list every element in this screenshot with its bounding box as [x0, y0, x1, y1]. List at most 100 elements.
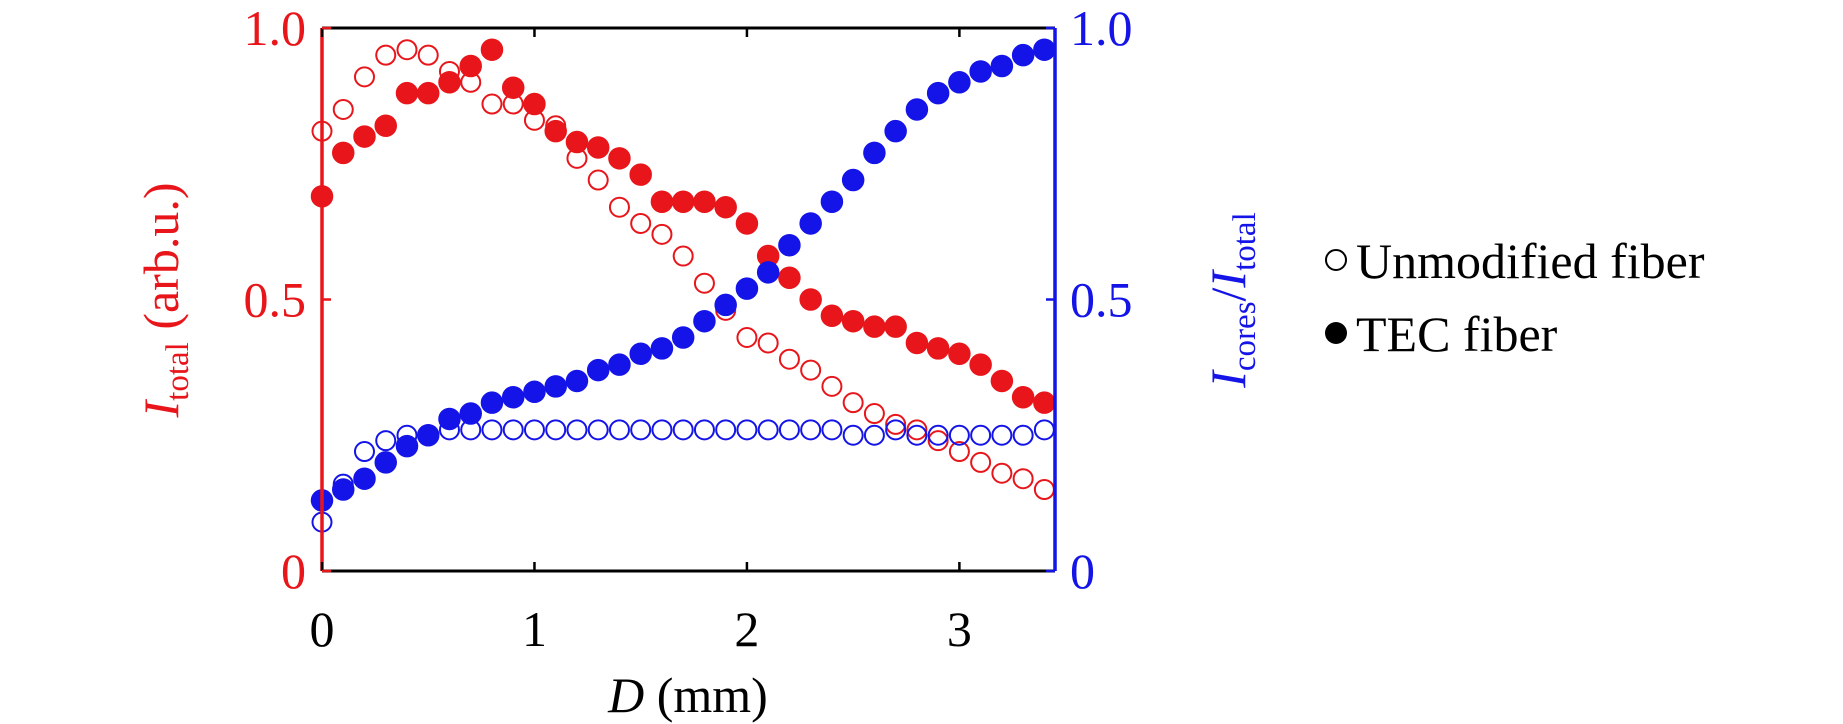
marker-left-filled-3: [374, 114, 397, 137]
marker-right-open-23: [800, 419, 822, 441]
marker-left-filled-30: [948, 342, 971, 366]
marker-right-filled-8: [480, 391, 504, 414]
marker-left-filled-24: [820, 304, 844, 328]
marker-right-filled-23: [799, 212, 822, 235]
x-tick-label-2: 2: [734, 601, 759, 657]
marker-right-open-27: [885, 419, 907, 441]
marker-right-open-18: [693, 419, 715, 441]
marker-right-open-21: [757, 419, 779, 441]
marker-left-open-30: [948, 441, 970, 463]
marker-right-open-29: [927, 424, 949, 446]
marker-left-filled-4: [395, 81, 419, 105]
marker-left-filled-18: [693, 190, 716, 214]
marker-right-filled-13: [586, 358, 610, 382]
marker-right-filled-10: [523, 380, 546, 404]
marker-left-filled-29: [926, 337, 950, 360]
marker-right-open-20: [736, 419, 758, 441]
marker-left-filled-13: [586, 136, 610, 159]
x-tick-label-3: 3: [947, 601, 972, 657]
marker-left-open-2: [353, 66, 375, 88]
marker-right-filled-21: [756, 261, 780, 284]
marker-right-filled-4: [395, 434, 419, 458]
marker-left-filled-14: [608, 147, 631, 170]
marker-left-open-34: [1033, 479, 1055, 501]
y-right-tick-label-1: 0.5: [1070, 272, 1133, 328]
marker-left-open-21: [757, 332, 779, 354]
marker-left-filled-6: [438, 71, 461, 94]
marker-right-filled-34: [1033, 38, 1056, 61]
marker-left-open-14: [608, 196, 630, 218]
marker-right-open-33: [1012, 424, 1034, 446]
marker-left-filled-22: [778, 266, 801, 290]
y-right-tick-label-2: 1.0: [1070, 0, 1133, 56]
marker-left-filled-23: [799, 288, 822, 311]
marker-right-open-28: [906, 424, 928, 446]
marker-right-filled-16: [650, 337, 674, 360]
y-right-tick-label-0: 0: [1070, 543, 1095, 599]
y-right-axis-label: Icores/Itotal: [1200, 212, 1263, 389]
marker-left-filled-25: [841, 309, 865, 333]
marker-left-filled-10: [523, 92, 546, 116]
marker-left-filled-9: [501, 76, 525, 99]
marker-right-filled-7: [459, 402, 482, 425]
marker-right-filled-26: [863, 141, 886, 165]
marker-right-filled-30: [948, 71, 971, 94]
marker-right-open-8: [481, 419, 503, 441]
marker-right-filled-15: [629, 342, 652, 366]
marker-left-filled-2: [353, 125, 376, 148]
marker-right-open-16: [651, 419, 673, 441]
marker-left-open-15: [630, 212, 652, 234]
marker-right-open-3: [375, 430, 397, 452]
legend: Unmodified fiber TEC fiber: [1325, 233, 1705, 362]
marker-left-filled-17: [671, 190, 695, 214]
marker-right-filled-20: [735, 277, 759, 300]
y-left-axis-label: Itotal (arb.u.): [133, 183, 196, 419]
marker-right-filled-22: [778, 233, 801, 257]
marker-left-open-31: [970, 451, 992, 473]
marker-right-filled-17: [671, 326, 695, 349]
marker-right-open-14: [608, 419, 630, 441]
legend-marker-filled: [1325, 322, 1347, 344]
marker-left-filled-20: [735, 212, 759, 235]
marker-right-filled-19: [714, 293, 737, 317]
marker-right-filled-18: [693, 309, 716, 333]
marker-right-filled-27: [884, 119, 907, 143]
marker-left-open-22: [778, 348, 800, 370]
marker-right-open-11: [545, 419, 567, 441]
marker-right-open-34: [1033, 419, 1055, 441]
y-left-tick-label-0: 0: [281, 543, 306, 599]
marker-right-open-17: [672, 419, 694, 441]
marker-left-open-27: [885, 413, 907, 435]
marker-left-open-18: [693, 272, 715, 294]
legend-label-0: Unmodified fiber: [1356, 233, 1705, 289]
marker-right-open-31: [970, 424, 992, 446]
plot-axes: [320, 26, 1057, 573]
marker-left-open-26: [863, 403, 885, 425]
marker-left-filled-11: [544, 119, 567, 143]
marker-left-open-5: [417, 44, 439, 66]
marker-right-open-24: [821, 419, 843, 441]
marker-right-open-22: [778, 419, 800, 441]
marker-right-filled-33: [1011, 43, 1035, 67]
marker-right-filled-14: [608, 353, 631, 376]
marker-right-open-25: [842, 424, 864, 446]
marker-right-filled-12: [565, 369, 589, 393]
marker-left-filled-33: [1011, 385, 1035, 409]
marker-right-open-19: [715, 419, 737, 441]
marker-left-filled-12: [565, 130, 589, 154]
marker-left-open-25: [842, 392, 864, 414]
marker-left-open-3: [375, 44, 397, 66]
x-tick-label-1: 1: [522, 601, 547, 657]
x-axis-label: D (mm): [607, 667, 768, 723]
marker-left-open-13: [587, 169, 609, 191]
marker-right-open-10: [523, 419, 545, 441]
marker-left-open-32: [991, 462, 1013, 484]
marker-right-filled-9: [501, 385, 525, 409]
marker-right-open-9: [502, 419, 524, 441]
marker-left-open-1: [332, 98, 354, 120]
marker-right-filled-5: [416, 424, 440, 447]
marker-right-filled-31: [969, 60, 992, 83]
marker-left-filled-28: [905, 331, 929, 355]
marker-right-filled-11: [544, 375, 567, 398]
marker-left-filled-7: [459, 54, 482, 78]
